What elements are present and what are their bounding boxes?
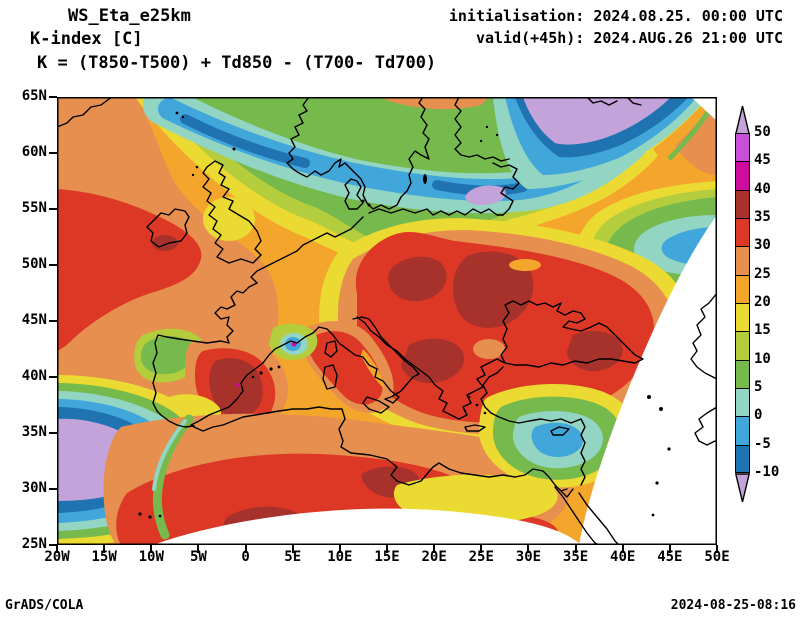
axis-tick [49,96,57,98]
axis-tick [49,544,57,546]
axis-tick [244,545,247,553]
axis-tick [386,545,388,553]
lon-axis-label: 45E [657,549,683,565]
lat-axis-label: 25N [21,536,47,552]
lon-axis-label: 10E [327,549,353,565]
colorbar-arrow-down [735,473,751,503]
contour-field [55,85,719,547]
colorbar-label: 25 [754,265,771,282]
axis-tick [49,208,57,210]
page-title: WS_Eta_e25km [68,6,191,26]
lon-axis-label: 5W [189,549,207,565]
lat-axis-label: 50N [21,256,47,272]
axis-tick [574,545,577,553]
colorbar-segment [735,331,750,360]
lat-axis-label: 65N [21,88,47,104]
colorbar-label: 10 [754,350,771,367]
axis-tick [103,545,106,553]
colorbar-label: -5 [754,435,771,452]
colorbar-segment [735,161,750,190]
axis-tick [56,545,58,553]
colorbar-label: -10 [754,463,780,480]
lon-axis-label: 50E [704,549,730,565]
colorbar-segment [735,189,750,218]
lat-axis-label: 30N [21,480,47,496]
colorbar-label: 0 [754,407,763,424]
lon-axis-label: 15W [91,549,117,565]
lon-axis-label: 5E [284,549,302,565]
colorbar-segments [735,133,750,473]
colorbar-segment [735,217,750,247]
colorbar-segment [735,444,750,473]
colorbar-arrow-up [735,105,751,135]
lat-axis-label: 40N [21,368,47,384]
axis-tick [49,152,57,154]
lon-axis-label: 30E [515,549,542,565]
colorbar-segment [735,416,750,445]
field-title: K-index [C] [30,29,143,49]
axis-tick [49,432,57,434]
lon-axis-label: 25E [468,549,494,565]
lon-axis-label: 35E [562,549,589,565]
colorbar-segment [735,387,750,417]
colorbar-segment [735,133,750,162]
axis-tick [49,320,57,322]
lon-axis-label: 20W [44,549,70,565]
colorbar-label: 5 [754,378,763,395]
lon-axis-label: 20E [421,549,447,565]
axis-tick [49,376,57,378]
axis-tick [49,264,57,266]
lon-axis-label: 40E [610,549,636,565]
formula-label: K = (T850-T500) + Td850 - (T700- Td700) [37,53,437,73]
axis-tick [49,488,57,490]
colorbar-label: 30 [754,237,771,254]
axis-tick [291,545,294,553]
colorbar-segment [735,359,750,388]
map-canvas [55,85,719,547]
lat-axis-label: 55N [21,200,47,216]
colorbar-segment [735,274,750,303]
valid-time-label: valid(+45h): 2024.AUG.26 21:00 UTC [475,29,783,47]
axis-tick [197,545,200,553]
colorbar-segment [735,302,750,332]
grads-credit-label: GrADS/COLA [5,598,84,613]
colorbar-label: 20 [754,293,771,310]
axis-tick [433,545,436,553]
axis-tick [338,545,341,553]
axis-tick [716,545,718,553]
small-islands [138,111,671,519]
colorbar-label: 15 [754,322,771,339]
lon-axis-label: 15E [374,549,400,565]
colorbar-label: 35 [754,208,771,225]
axis-tick [621,545,624,553]
axis-tick [480,545,483,553]
axis-tick [527,545,530,553]
colorbar-label: 40 [754,180,771,197]
lon-axis-label: 10W [138,549,164,565]
lon-axis-label: 0 [241,549,250,565]
creation-timestamp: 2024-08-25-08:16 [670,598,796,613]
axis-tick [150,545,153,553]
lat-axis-label: 60N [21,144,47,160]
lat-axis-label: 45N [21,312,47,328]
axis-tick [668,545,671,553]
init-time-label: initialisation: 2024.08.25. 00:00 UTC [448,7,783,25]
colorbar-label: 50 [754,124,771,140]
coastlines [56,96,718,546]
lat-axis-label: 35N [21,424,47,440]
colorbar-label: 45 [754,152,771,169]
colorbar-segment [735,246,750,275]
